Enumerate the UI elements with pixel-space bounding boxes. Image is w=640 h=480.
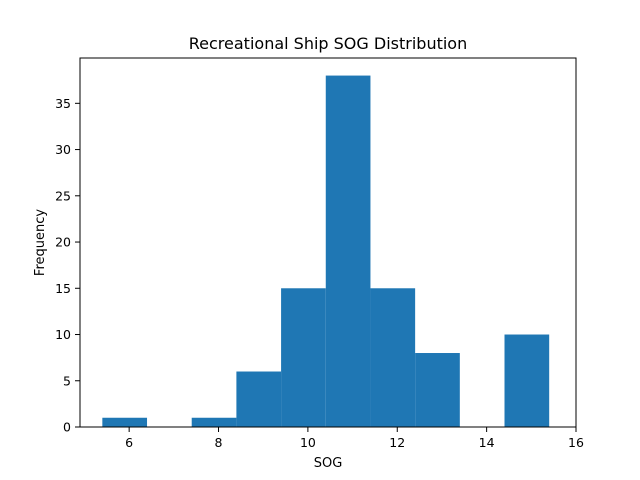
histogram-bar-3 [236,371,282,427]
y-axis-label: Frequency [33,209,48,276]
histogram-bar-4 [281,288,326,427]
x-tick-label: 8 [215,435,223,450]
y-tick-label: 35 [55,96,71,111]
y-tick-label: 20 [55,235,71,250]
y-tick-label: 10 [55,327,71,342]
y-tick-label: 0 [63,420,71,435]
x-tick-label: 16 [568,435,584,450]
y-tick-label: 30 [55,142,71,157]
bars-group [102,75,550,428]
y-tick-label: 5 [63,373,71,388]
histogram-bar-0 [102,417,148,427]
chart-title: Recreational Ship SOG Distribution [189,34,467,53]
plot-frame [79,57,577,428]
x-tick-label: 6 [125,435,133,450]
x-axis-ticks: 6 8 10 12 14 16 [125,427,584,450]
x-tick-label: 10 [300,435,316,450]
x-tick-label: 12 [389,435,405,450]
histogram-bar-9 [504,334,550,427]
y-tick-label: 25 [55,188,71,203]
histogram-bar-6 [370,288,416,427]
x-axis-label: SOG [314,456,343,471]
y-axis-ticks: 0 5 10 15 20 25 30 35 [55,96,80,435]
histogram-bar-2 [191,417,237,427]
y-tick-label: 15 [55,281,71,296]
x-tick-label: 14 [479,435,495,450]
histogram-bar-5 [325,75,371,428]
histogram-bar-7 [415,353,460,427]
